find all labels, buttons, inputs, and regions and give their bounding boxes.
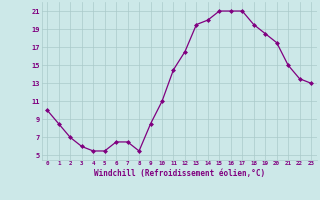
X-axis label: Windchill (Refroidissement éolien,°C): Windchill (Refroidissement éolien,°C)	[94, 169, 265, 178]
